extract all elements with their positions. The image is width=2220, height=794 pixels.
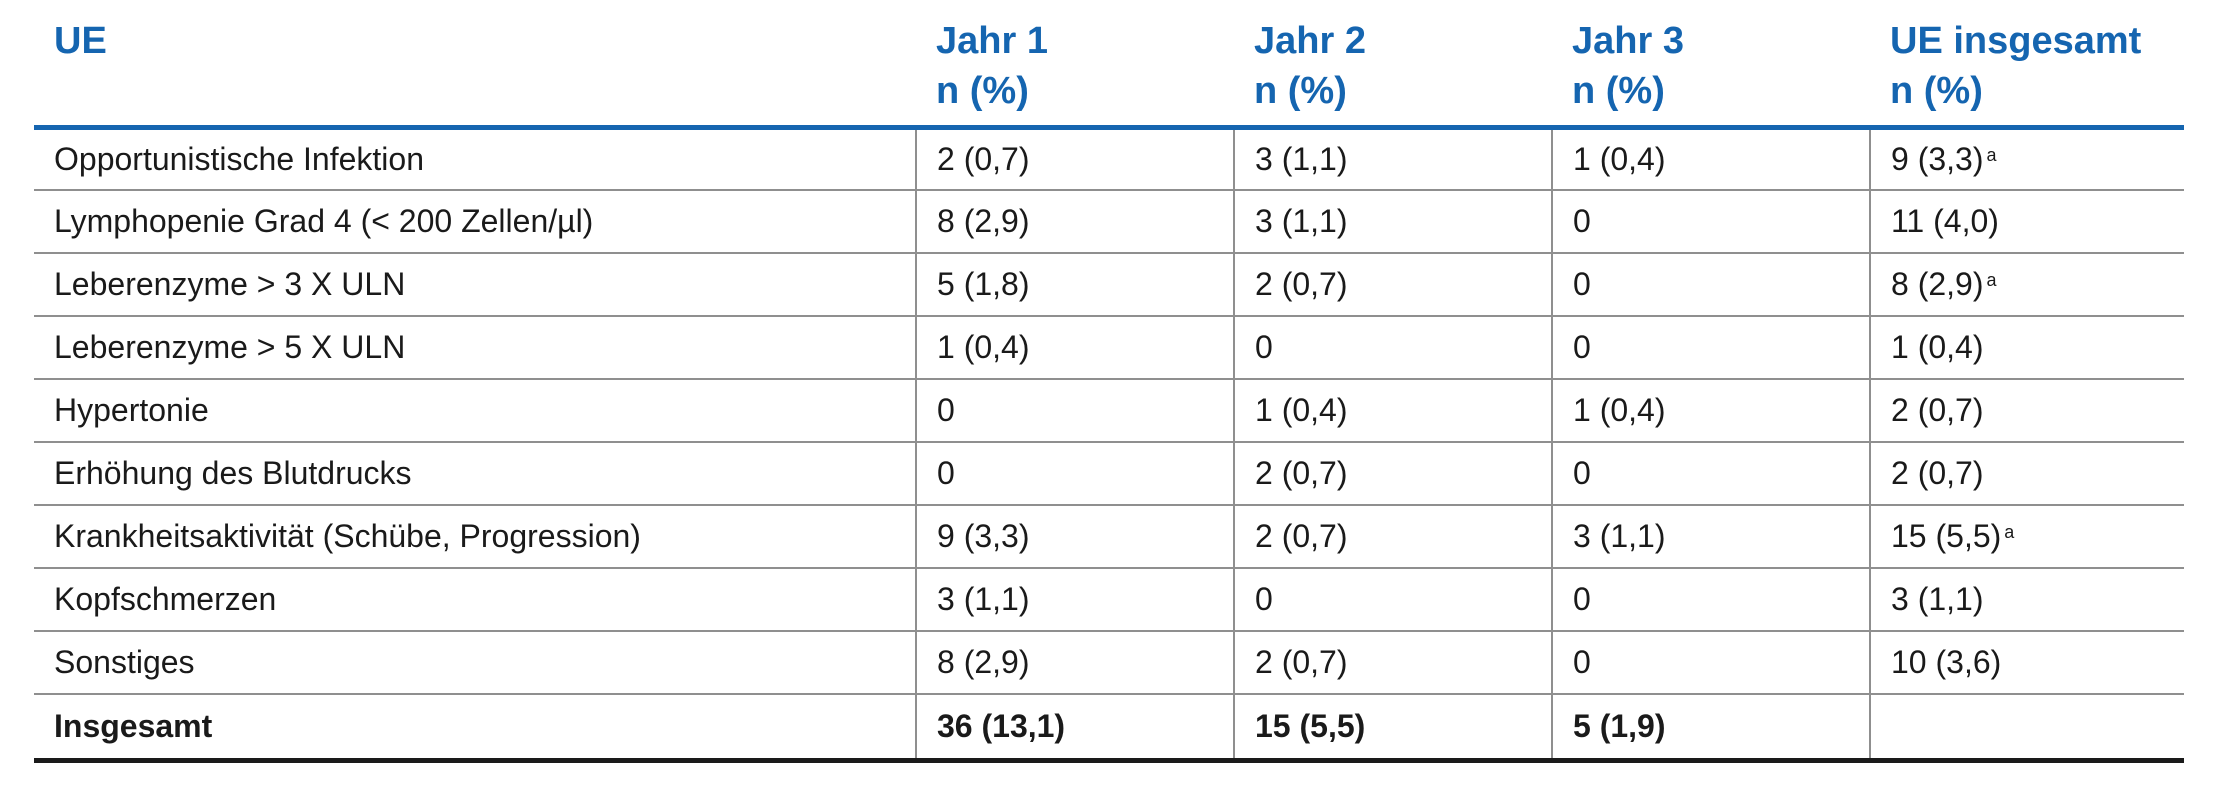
cell-year3: 1 (0,4)	[1551, 379, 1870, 443]
row-label: Opportunistische Infektion	[34, 127, 916, 191]
header-year1-line2: n (%)	[936, 70, 1029, 112]
row-label: Erhöhung des Blutdrucks	[34, 442, 916, 506]
cell-year2: 2 (0,7)	[1233, 442, 1552, 506]
row-label: Lymphopenie Grad 4 (< 200 Zellen/µl)	[34, 190, 916, 254]
cell-year3: 0	[1551, 631, 1870, 695]
adverse-events-table-container: UE Jahr 1 n (%) Jahr 2 n (%) Jahr 3 n (%…	[34, 16, 2184, 763]
cell-total-value: 1 (0,4)	[1891, 329, 1984, 365]
cell-year3: 1 (0,4)	[1551, 127, 1870, 191]
cell-year2: 2 (0,7)	[1233, 253, 1552, 317]
header-year3-line1: Jahr 3	[1572, 20, 1684, 62]
table-row: Krankheitsaktivität (Schübe, Progression…	[34, 505, 2184, 569]
cell-year1: 2 (0,7)	[915, 127, 1234, 191]
cell-year2: 1 (0,4)	[1233, 379, 1552, 443]
row-label: Hypertonie	[34, 379, 916, 443]
cell-year1: 5 (1,8)	[915, 253, 1234, 317]
cell-year1: 8 (2,9)	[915, 631, 1234, 695]
cell-year2: 3 (1,1)	[1233, 127, 1552, 191]
table-body: Opportunistische Infektion 2 (0,7) 3 (1,…	[34, 127, 2184, 763]
footnote-marker: a	[1986, 144, 1997, 165]
cell-total-value: 3 (1,1)	[1891, 581, 1984, 617]
cell-year3: 0	[1551, 190, 1870, 254]
table-row: Lymphopenie Grad 4 (< 200 Zellen/µl) 8 (…	[34, 190, 2184, 254]
cell-year2: 0	[1233, 316, 1552, 380]
header-year2-line1: Jahr 2	[1254, 20, 1366, 62]
header-ue: UE	[34, 16, 916, 130]
table-row: Leberenzyme > 5 X ULN 1 (0,4) 0 0 1 (0,4…	[34, 316, 2184, 380]
cell-year1: 0	[915, 379, 1234, 443]
cell-total-value: 2 (0,7)	[1891, 455, 1984, 491]
table-row: Sonstiges 8 (2,9) 2 (0,7) 0 10 (3,6)	[34, 631, 2184, 695]
cell-year2: 2 (0,7)	[1233, 631, 1552, 695]
cell-total-value: 9 (3,3)	[1891, 140, 1984, 177]
footnote-marker: a	[2004, 522, 2015, 542]
cell-total: 1 (0,4)	[1869, 316, 2184, 380]
row-label: Sonstiges	[34, 631, 916, 695]
table-row: Hypertonie 0 1 (0,4) 1 (0,4) 2 (0,7)	[34, 379, 2184, 443]
footnote-marker: a	[1986, 270, 1997, 290]
header-ue-line1: UE	[54, 20, 107, 62]
total-year3: 5 (1,9)	[1551, 694, 1870, 763]
cell-total: 8 (2,9) a	[1869, 253, 2184, 317]
row-label: Leberenzyme > 3 X ULN	[34, 253, 916, 317]
header-year2: Jahr 2 n (%)	[1234, 16, 1552, 130]
header-total-line2: n (%)	[1890, 70, 1983, 112]
cell-year3: 0	[1551, 253, 1870, 317]
cell-total: 3 (1,1)	[1869, 568, 2184, 632]
cell-total-value: 8 (2,9)	[1891, 266, 1984, 302]
adverse-events-table: UE Jahr 1 n (%) Jahr 2 n (%) Jahr 3 n (%…	[34, 16, 2184, 763]
cell-year2: 0	[1233, 568, 1552, 632]
cell-year1: 0	[915, 442, 1234, 506]
table-row: Kopfschmerzen 3 (1,1) 0 0 3 (1,1)	[34, 568, 2184, 632]
cell-year3: 0	[1551, 568, 1870, 632]
header-total-line1: UE insgesamt	[1890, 20, 2142, 62]
total-year1: 36 (13,1)	[915, 694, 1234, 763]
cell-year2: 2 (0,7)	[1233, 505, 1552, 569]
cell-year1: 9 (3,3)	[915, 505, 1234, 569]
total-row: Insgesamt 36 (13,1) 15 (5,5) 5 (1,9)	[34, 694, 2184, 763]
table-row: Opportunistische Infektion 2 (0,7) 3 (1,…	[34, 127, 2184, 191]
cell-total-value: 2 (0,7)	[1891, 392, 1984, 428]
cell-total: 15 (5,5) a	[1869, 505, 2184, 569]
cell-year3: 0	[1551, 316, 1870, 380]
row-label: Krankheitsaktivität (Schübe, Progression…	[34, 505, 916, 569]
cell-year1: 3 (1,1)	[915, 568, 1234, 632]
cell-year3: 0	[1551, 442, 1870, 506]
total-year2: 15 (5,5)	[1233, 694, 1552, 763]
cell-total: 2 (0,7)	[1869, 379, 2184, 443]
cell-total: 11 (4,0)	[1869, 190, 2184, 254]
table-row: Erhöhung des Blutdrucks 0 2 (0,7) 0 2 (0…	[34, 442, 2184, 506]
cell-total: 2 (0,7)	[1869, 442, 2184, 506]
cell-total: 10 (3,6)	[1869, 631, 2184, 695]
cell-total-value: 11 (4,0)	[1891, 203, 1999, 239]
cell-total-value: 15 (5,5)	[1891, 518, 2002, 554]
cell-year1: 1 (0,4)	[915, 316, 1234, 380]
header-total: UE insgesamt n (%)	[1870, 16, 2184, 130]
header-year3-line2: n (%)	[1572, 70, 1665, 112]
header-year1: Jahr 1 n (%)	[916, 16, 1234, 130]
total-row-label: Insgesamt	[34, 694, 916, 763]
header-year2-line2: n (%)	[1254, 70, 1347, 112]
row-label: Kopfschmerzen	[34, 568, 916, 632]
table-row: Leberenzyme > 3 X ULN 5 (1,8) 2 (0,7) 0 …	[34, 253, 2184, 317]
cell-total-value: 10 (3,6)	[1891, 644, 2002, 680]
row-label: Leberenzyme > 5 X ULN	[34, 316, 916, 380]
cell-year3: 3 (1,1)	[1551, 505, 1870, 569]
cell-total: 9 (3,3) a	[1869, 127, 2184, 191]
total-overall	[1869, 694, 2184, 763]
header-year1-line1: Jahr 1	[936, 20, 1048, 62]
table-header: UE Jahr 1 n (%) Jahr 2 n (%) Jahr 3 n (%…	[34, 16, 2184, 130]
header-row: UE Jahr 1 n (%) Jahr 2 n (%) Jahr 3 n (%…	[34, 16, 2184, 130]
cell-year1: 8 (2,9)	[915, 190, 1234, 254]
header-year3: Jahr 3 n (%)	[1552, 16, 1870, 130]
cell-year2: 3 (1,1)	[1233, 190, 1552, 254]
